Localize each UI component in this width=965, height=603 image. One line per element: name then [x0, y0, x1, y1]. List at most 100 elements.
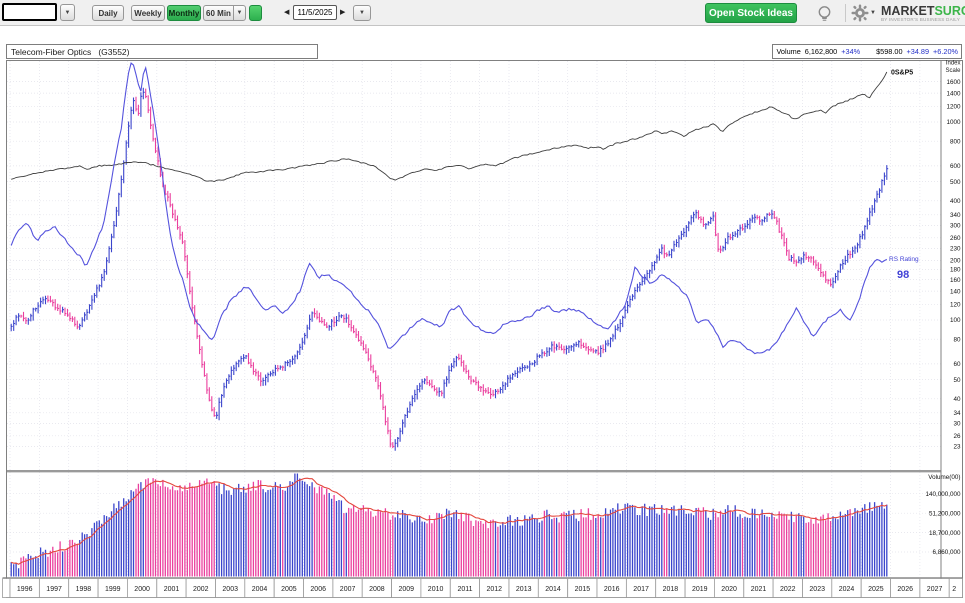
- svg-text:2018: 2018: [663, 586, 679, 593]
- svg-text:2016: 2016: [604, 586, 620, 593]
- open-stock-ideas-button[interactable]: Open Stock Ideas: [705, 3, 797, 23]
- svg-text:51,200,000: 51,200,000: [929, 510, 961, 517]
- price-pct-change: +6.20%: [933, 47, 958, 56]
- svg-text:2001: 2001: [164, 586, 180, 593]
- intraday-dropdown-button[interactable]: ▼: [233, 5, 246, 21]
- svg-text:2003: 2003: [222, 586, 238, 593]
- svg-text:2022: 2022: [780, 586, 796, 593]
- svg-text:80: 80: [953, 336, 961, 343]
- svg-text:2027: 2027: [927, 586, 943, 593]
- symbol-dropdown-button[interactable]: ▼: [60, 4, 75, 21]
- svg-text:2007: 2007: [340, 586, 356, 593]
- chevron-down-icon: ▼: [236, 10, 243, 16]
- title-row: Telecom-Fiber Optics Add to List: My Fir…: [0, 26, 965, 70]
- svg-text:26: 26: [953, 433, 961, 440]
- chevron-down-icon: ▼: [870, 10, 876, 16]
- freq-monthly-button-selected[interactable]: Monthly: [167, 5, 201, 21]
- freq-daily-button[interactable]: Daily: [92, 5, 124, 21]
- freq-weekly-button[interactable]: Weekly: [131, 5, 165, 21]
- chevron-down-icon: ▼: [64, 9, 71, 16]
- svg-text:2014: 2014: [545, 586, 561, 593]
- svg-text:2021: 2021: [751, 586, 767, 593]
- chart-style-green-button[interactable]: [249, 5, 262, 21]
- svg-text:260: 260: [950, 235, 961, 242]
- date-input[interactable]: [293, 5, 337, 20]
- svg-text:2020: 2020: [721, 586, 737, 593]
- svg-text:0S&P5: 0S&P5: [891, 70, 913, 77]
- svg-text:1000: 1000: [946, 119, 961, 126]
- volume-pct-change: +34%: [841, 47, 861, 56]
- svg-text:2010: 2010: [428, 586, 444, 593]
- svg-text:230: 230: [950, 246, 961, 253]
- symbol-input[interactable]: [2, 3, 57, 21]
- volume-label: Volume: [776, 47, 801, 56]
- svg-text:400: 400: [950, 198, 961, 205]
- top-toolbar: ▼ Daily Weekly Monthly 60 Min ▼ ◀ ▶ ▼ Op…: [0, 0, 965, 26]
- svg-text:140,000,000: 140,000,000: [925, 491, 961, 498]
- svg-text:2015: 2015: [575, 586, 591, 593]
- svg-text:2008: 2008: [369, 586, 385, 593]
- svg-text:1600: 1600: [946, 79, 961, 86]
- marketsurge-logo: MARKETSURGE BY INVESTOR'S BUSINESS DAILY: [881, 4, 965, 22]
- volume-value: 6,162,800: [804, 47, 838, 56]
- last-price: $598.00: [876, 47, 903, 56]
- svg-text:2000: 2000: [134, 586, 150, 593]
- svg-text:60: 60: [953, 361, 961, 368]
- svg-text:18,700,000: 18,700,000: [929, 530, 961, 537]
- svg-text:2025: 2025: [868, 586, 884, 593]
- chart-symbol-name: Telecom-Fiber Optics: [11, 46, 92, 57]
- svg-text:100: 100: [950, 317, 961, 324]
- price-volume-chart[interactable]: Index Scale 1600 1400 1200 1000 800 600 500 400 34…: [0, 60, 965, 598]
- svg-text:500: 500: [950, 179, 961, 186]
- chart-stats-box: Volume 6,162,800 +34% $598.00 +34.89 +6.…: [772, 44, 962, 59]
- svg-text:600: 600: [950, 163, 961, 170]
- svg-text:40: 40: [953, 396, 961, 403]
- settings-gear-icon[interactable]: ▼: [851, 4, 876, 22]
- svg-text:2013: 2013: [516, 586, 532, 593]
- svg-text:2012: 2012: [487, 586, 503, 593]
- svg-text:30: 30: [953, 421, 961, 428]
- svg-text:1998: 1998: [76, 586, 92, 593]
- svg-text:140: 140: [950, 288, 961, 295]
- svg-text:1999: 1999: [105, 586, 121, 593]
- svg-text:200: 200: [950, 258, 961, 265]
- svg-text:1400: 1400: [946, 90, 961, 97]
- svg-text:2024: 2024: [839, 586, 855, 593]
- svg-text:1997: 1997: [46, 586, 62, 593]
- date-prev-icon[interactable]: ◀: [284, 9, 290, 16]
- toolbar-separator: [845, 4, 846, 22]
- chart-symbol-label-box: Telecom-Fiber Optics (G3552): [6, 44, 318, 59]
- svg-text:23: 23: [953, 444, 961, 451]
- svg-text:2: 2: [952, 586, 956, 593]
- svg-text:160: 160: [950, 277, 961, 284]
- svg-text:2023: 2023: [809, 586, 825, 593]
- svg-text:50: 50: [953, 377, 961, 384]
- svg-text:2002: 2002: [193, 586, 209, 593]
- svg-text:2009: 2009: [399, 586, 415, 593]
- svg-text:120: 120: [950, 302, 961, 309]
- date-next-icon[interactable]: ▶: [340, 9, 346, 16]
- svg-text:1200: 1200: [946, 104, 961, 111]
- chevron-down-icon: ▼: [359, 10, 365, 16]
- svg-text:2006: 2006: [310, 586, 326, 593]
- svg-text:2019: 2019: [692, 586, 708, 593]
- price-change: +34.89: [906, 47, 930, 56]
- svg-text:340: 340: [950, 212, 961, 219]
- stock-ideas-bulb-icon[interactable]: [815, 4, 834, 28]
- svg-text:2004: 2004: [252, 586, 268, 593]
- svg-text:98: 98: [897, 269, 909, 281]
- chart-symbol-id: (G3552): [98, 46, 130, 57]
- svg-text:800: 800: [950, 138, 961, 145]
- chart-header-strip: Telecom-Fiber Optics (G3552) Volume 6,16…: [0, 44, 965, 60]
- svg-text:2011: 2011: [457, 586, 472, 593]
- svg-text:1996: 1996: [17, 586, 33, 593]
- svg-text:Volume(00): Volume(00): [928, 474, 960, 481]
- freq-intraday-button[interactable]: 60 Min: [203, 5, 234, 21]
- date-dropdown-button[interactable]: ▼: [353, 5, 371, 21]
- svg-text:2026: 2026: [897, 586, 913, 593]
- svg-text:2005: 2005: [281, 586, 297, 593]
- svg-text:34: 34: [953, 410, 961, 417]
- svg-text:RS Rating: RS Rating: [889, 256, 919, 263]
- svg-text:300: 300: [950, 223, 961, 230]
